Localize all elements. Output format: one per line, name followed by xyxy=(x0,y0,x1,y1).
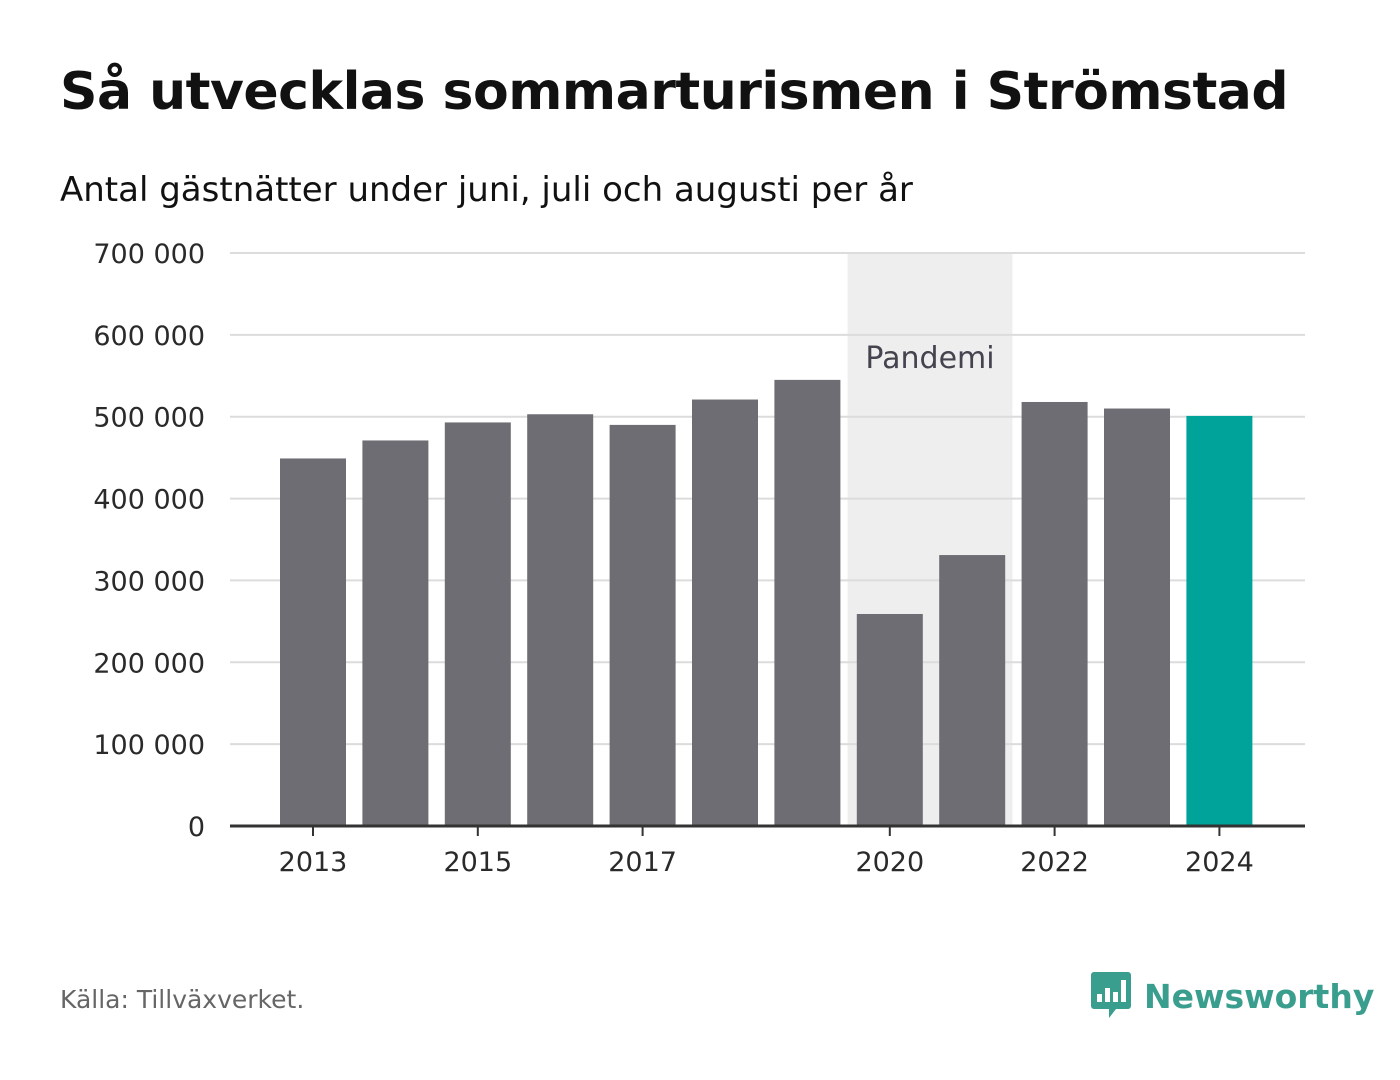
bar-2021 xyxy=(939,555,1006,826)
bar-2013 xyxy=(280,458,346,826)
chart-subtitle: Antal gästnätter under juni, juli och au… xyxy=(60,170,913,210)
bar-2018 xyxy=(692,399,758,826)
bar-2022 xyxy=(1021,401,1088,826)
bar-2015 xyxy=(444,422,511,826)
bar-2019 xyxy=(774,379,841,826)
y-tick-label: 500 000 xyxy=(93,403,205,434)
bar-chart: Pandemi 0 100 000 200 000 300 000 400 000 500… xyxy=(93,239,1305,878)
brand-name: Newsworthy xyxy=(1144,976,1375,1016)
bar-2017 xyxy=(609,424,676,826)
y-tick-label: 100 000 xyxy=(93,730,205,761)
y-tick-label: 400 000 xyxy=(93,485,205,516)
x-tick-label: 2022 xyxy=(1020,847,1089,878)
pandemic-annotation: Pandemi xyxy=(865,341,994,376)
y-tick-label: 200 000 xyxy=(93,648,205,679)
y-tick-label: 0 xyxy=(188,812,205,843)
y-tick-label: 600 000 xyxy=(93,321,205,352)
y-tick-label: 300 000 xyxy=(93,566,205,597)
y-tick-label: 700 000 xyxy=(93,239,205,270)
x-tick-label: 2024 xyxy=(1185,847,1254,878)
newsworthy-logo-icon xyxy=(1091,972,1131,1018)
x-tick-label: 2017 xyxy=(608,847,677,878)
bar-2014 xyxy=(362,440,429,826)
x-tick-label: 2013 xyxy=(279,847,348,878)
brand: Newsworthy xyxy=(1090,970,1374,1022)
x-tick-label: 2020 xyxy=(855,847,924,878)
x-tick-label: 2015 xyxy=(443,847,512,878)
bar-2024 xyxy=(1186,415,1253,826)
chart-title: Så utvecklas sommarturismen i Strömstad xyxy=(60,62,1289,122)
source-note: Källa: Tillväxverket. xyxy=(60,985,305,1014)
bar-2023 xyxy=(1104,408,1170,826)
bar-2020 xyxy=(856,613,923,826)
bar-2016 xyxy=(527,414,594,826)
